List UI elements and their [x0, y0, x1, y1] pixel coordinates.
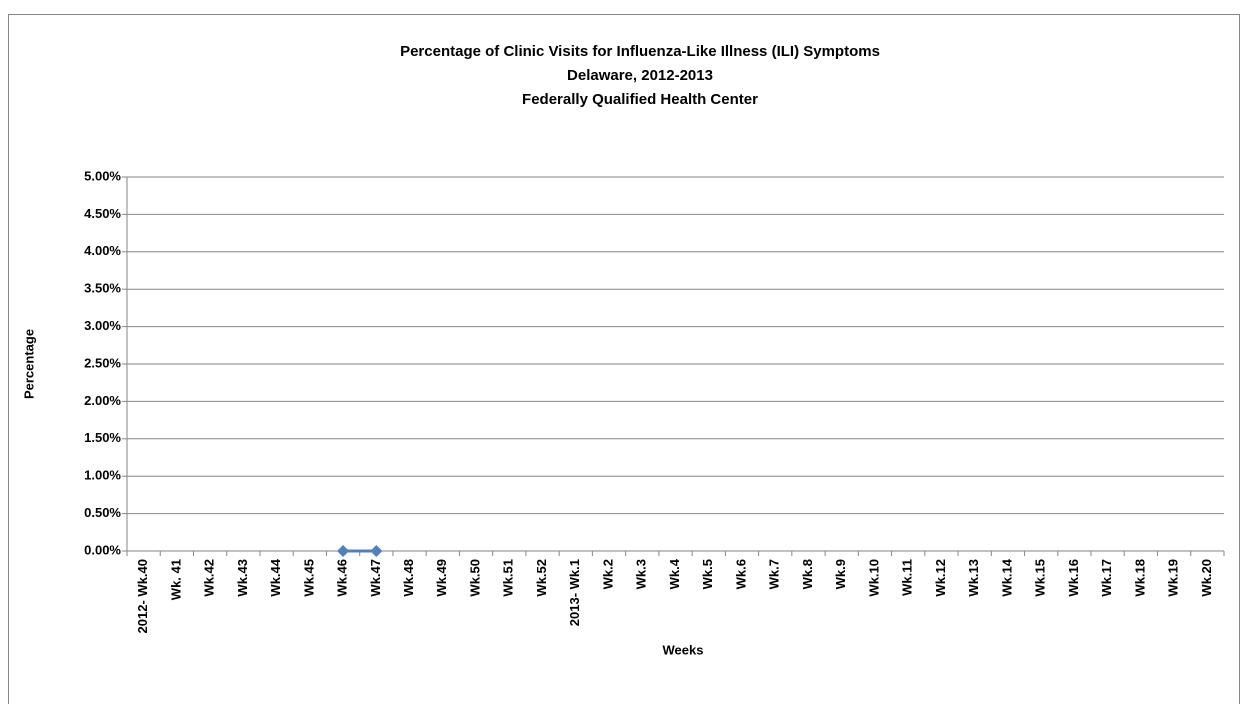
- x-tick-label: Wk.43: [235, 559, 250, 597]
- x-tick-label: Wk.2: [600, 559, 615, 589]
- y-tick-label: 4.00%: [84, 243, 121, 258]
- x-tick-label: Wk.19: [1166, 559, 1181, 597]
- y-tick-label: 1.00%: [84, 468, 121, 483]
- x-tick-label: Wk.8: [800, 559, 815, 589]
- x-tick-label: Wk.9: [833, 559, 848, 589]
- x-tick-label: Wk.13: [966, 559, 981, 597]
- x-tick-label: Wk.51: [501, 559, 516, 597]
- x-tick-label: 2013- Wk.1: [567, 559, 582, 626]
- chart-subtitle: Delaware, 2012-2013: [567, 67, 713, 84]
- x-tick-label: Wk.46: [335, 559, 350, 597]
- x-tick-label: Wk.6: [733, 559, 748, 589]
- x-tick-label: Wk.44: [268, 558, 283, 596]
- x-tick-label: Wk.52: [534, 559, 549, 597]
- x-tick-label: Wk.47: [368, 559, 383, 597]
- x-tick-label: Wk.7: [767, 559, 782, 589]
- x-tick-label: Wk.42: [202, 559, 217, 597]
- x-tick-label: Wk.16: [1066, 559, 1081, 597]
- x-tick-label: Wk.14: [999, 558, 1014, 596]
- y-tick-label: 4.50%: [84, 206, 121, 221]
- y-tick-label: 3.00%: [84, 318, 121, 333]
- y-tick-label: 1.50%: [84, 430, 121, 445]
- x-tick-label: Wk.10: [866, 559, 881, 597]
- x-tick-label: Wk.12: [933, 559, 948, 597]
- y-tick-label: 2.00%: [84, 393, 121, 408]
- y-axis-label: Percentage: [21, 329, 36, 399]
- y-tick-label: 0.50%: [84, 505, 121, 520]
- x-tick-label: Wk. 41: [168, 559, 183, 600]
- x-tick-label: Wk.49: [434, 559, 449, 597]
- x-tick-label: Wk.45: [301, 559, 316, 597]
- y-tick-label: 0.00%: [84, 542, 121, 557]
- x-tick-label: Wk.20: [1199, 559, 1214, 597]
- x-tick-label: 2012- Wk.40: [135, 559, 150, 633]
- chart-border: [8, 14, 1240, 704]
- x-tick-label: Wk.3: [634, 559, 649, 589]
- marker: [337, 545, 350, 557]
- x-tick-label: Wk.15: [1033, 559, 1048, 597]
- y-tick-label: 2.50%: [84, 355, 121, 370]
- chart-title: Percentage of Clinic Visits for Influenz…: [400, 43, 880, 60]
- x-tick-label: Wk.17: [1099, 559, 1114, 597]
- x-tick-label: Wk.50: [467, 559, 482, 597]
- x-axis-label: Weeks: [663, 642, 704, 657]
- chart-subtitle: Federally Qualified Health Center: [522, 91, 758, 108]
- y-tick-label: 5.00%: [84, 168, 121, 183]
- x-tick-label: Wk.48: [401, 559, 416, 597]
- marker: [370, 545, 383, 557]
- x-tick-label: Wk.5: [700, 559, 715, 589]
- y-tick-label: 3.50%: [84, 281, 121, 296]
- x-tick-label: Wk.4: [667, 558, 682, 589]
- x-tick-label: Wk.11: [900, 559, 915, 596]
- x-tick-label: Wk.18: [1132, 559, 1147, 597]
